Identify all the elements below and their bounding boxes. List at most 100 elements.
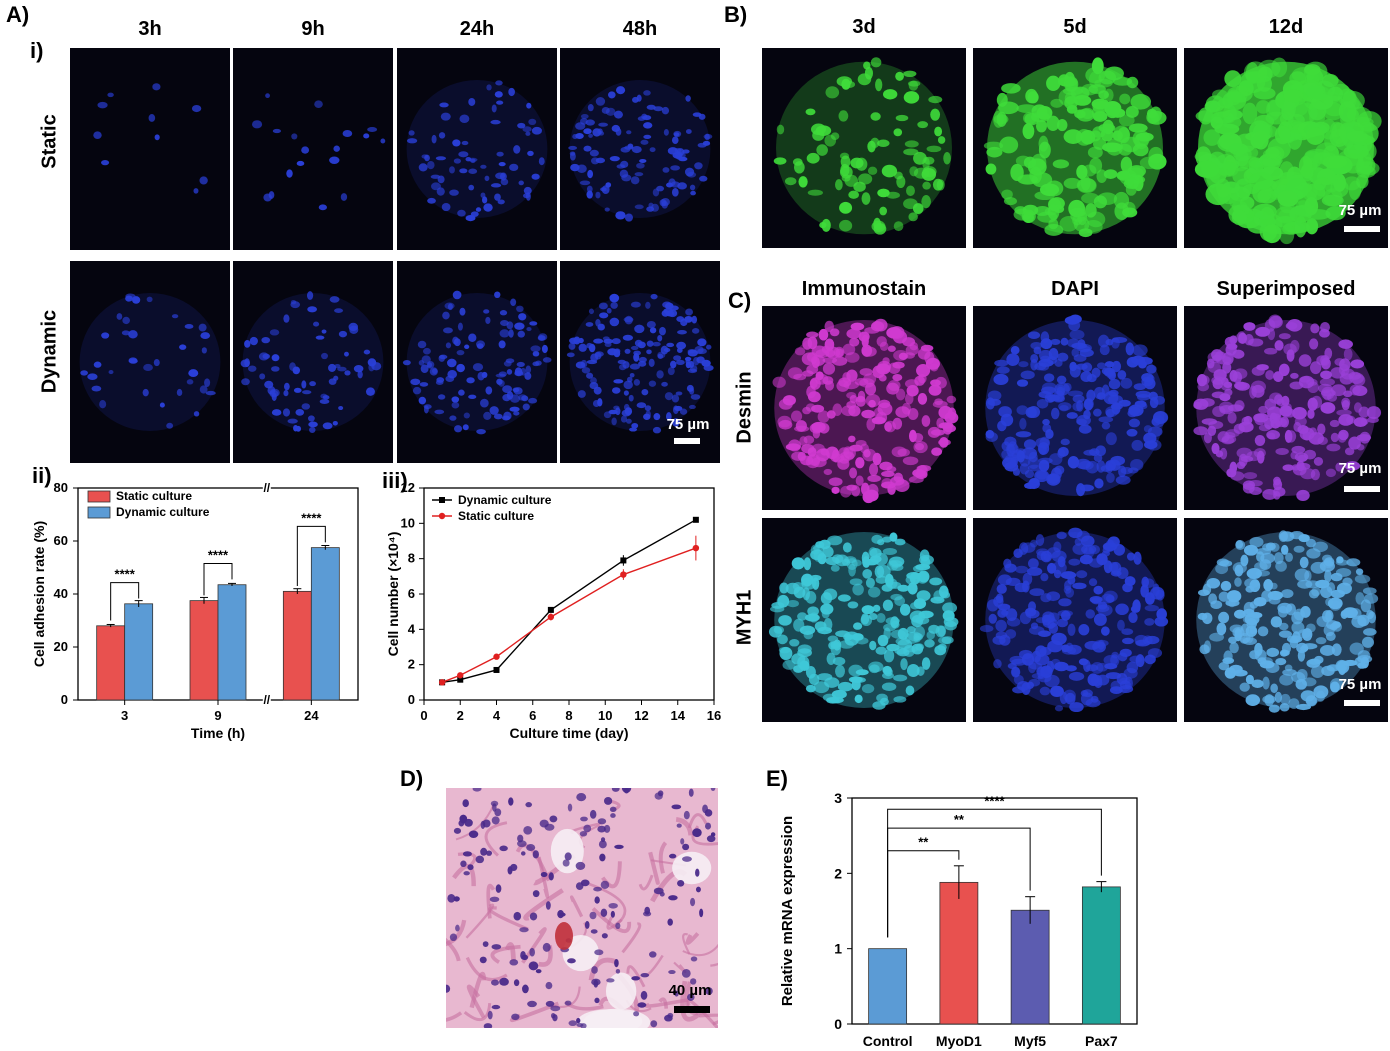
b-image-1	[762, 48, 966, 248]
a-image-r1-c1	[70, 48, 230, 250]
a2-xtick-label: 3	[121, 708, 128, 723]
a-image-r1-c4	[560, 48, 720, 250]
a2-significance-bracket	[110, 582, 140, 621]
panel-label-a-iii: iii)	[382, 468, 408, 493]
a2-legend-label: Dynamic culture	[116, 505, 210, 519]
a2-ylabel: Cell adhesion rate (%)	[31, 521, 47, 667]
a3-point	[547, 606, 554, 613]
e-bar	[1010, 909, 1050, 1025]
a-col-header-1: 3h	[138, 18, 162, 40]
c-image-r2-c2	[973, 518, 1177, 722]
a3-ytick-label: 4	[408, 621, 416, 636]
d-scalebar-label: 40 µm	[668, 982, 712, 999]
a-row-label-dynamic: Dynamic	[38, 309, 61, 394]
a-col-header-3: 24h	[459, 18, 495, 40]
panel-label-d: D)	[400, 766, 424, 791]
a-col-header-2: 9h	[301, 18, 325, 40]
b-col-header-3: 12d	[1268, 16, 1304, 38]
a2-ytick-label: 40	[54, 586, 68, 601]
a2-xtick-label: 9	[214, 708, 221, 723]
a3-ytick-label: 12	[401, 480, 415, 495]
b-scalebar-label: 75 µm	[1338, 202, 1382, 219]
a3-point	[493, 653, 500, 660]
a3-ytick-label: 10	[401, 515, 415, 530]
a3-point	[620, 571, 627, 578]
a3-point	[620, 557, 627, 564]
a3-point	[457, 676, 464, 683]
b-image-2	[973, 48, 1177, 248]
chart-cell-adhesion: 0 20 40 60 80 // // **** 3 **** 9 **** 24 Time (h) Cel…	[31, 480, 359, 741]
a2-significance-bracket	[203, 563, 233, 596]
e-bar	[939, 881, 979, 1025]
c-col-header-3: Superimposed	[1216, 278, 1356, 300]
b-scalebar	[1344, 226, 1380, 232]
a2-legend-swatch	[87, 506, 111, 519]
a2-ytick-label: 0	[61, 692, 68, 707]
a3-xtick-label: 14	[671, 708, 686, 723]
e-significance-label: **	[918, 835, 929, 850]
a2-bar	[189, 600, 219, 701]
a2-break-top	[262, 484, 271, 492]
a3-ytick-label: 8	[408, 551, 415, 566]
c-scalebar-label-1: 75 µm	[1338, 460, 1382, 477]
e-xtick-label: Pax7	[1085, 1033, 1118, 1049]
a2-bar	[282, 590, 312, 701]
a3-xtick-label: 2	[457, 708, 464, 723]
a2-legend-label: Static culture	[116, 489, 192, 503]
a2-ytick-label: 60	[54, 533, 68, 548]
e-significance-bracket	[887, 808, 1102, 938]
a2-ytick-label: 80	[54, 480, 68, 495]
c-image-r1-c1	[762, 306, 966, 510]
b-col-header-1: 3d	[852, 16, 876, 38]
a2-bar	[217, 584, 247, 701]
c-image-r2-c3	[1184, 518, 1388, 722]
a3-legend-marker	[439, 497, 445, 503]
a-scalebar-label: 75 µm	[666, 416, 710, 433]
a2-xlabel: Time (h)	[191, 725, 245, 741]
a3-point	[457, 672, 464, 679]
e-bar	[1081, 886, 1121, 1025]
a3-legend-label: Static culture	[458, 509, 534, 523]
a-col-header-4: 48h	[622, 18, 658, 40]
a3-xtick-label: 6	[529, 708, 536, 723]
panel-label-a: A)	[6, 2, 30, 27]
panel-label-c: C)	[728, 288, 752, 313]
c-row-label-myh1: MYH1	[733, 589, 756, 646]
a2-significance-label: ****	[115, 567, 136, 582]
a2-bar	[124, 603, 154, 701]
a-scalebar	[674, 438, 700, 444]
chart-cell-number: 0 2 4 6 8 10 12 0 2 4 6 8 10 12 14 16 Dynamic culture Sta…	[385, 480, 721, 741]
a-image-r2-c2	[233, 261, 393, 463]
a2-legend-swatch	[87, 490, 111, 503]
e-ytick-label: 3	[834, 790, 842, 806]
a-image-r1-c2	[233, 48, 393, 250]
e-ytick-label: 1	[834, 941, 842, 957]
a3-xtick-label: 12	[634, 708, 648, 723]
panel-label-b: B)	[724, 2, 748, 27]
a3-xtick-label: 16	[707, 708, 721, 723]
e-bar	[868, 948, 908, 1025]
a3-series-line	[441, 547, 697, 683]
a3-legend-marker	[438, 512, 446, 520]
e-xtick-label: Control	[863, 1033, 913, 1049]
panel-label-e: E)	[766, 766, 788, 791]
a3-xtick-label: 0	[420, 708, 427, 723]
a2-bar	[310, 547, 340, 701]
a3-xtick-label: 8	[565, 708, 572, 723]
a3-ytick-label: 6	[408, 586, 415, 601]
a-image-r2-c4	[560, 261, 720, 463]
a2-xtick-label: 24	[304, 708, 319, 723]
c-col-header-2: DAPI	[1051, 278, 1099, 300]
a3-point	[692, 544, 700, 552]
a2-significance-label: ****	[301, 510, 322, 525]
a3-ytick-label: 0	[408, 692, 415, 707]
e-xtick-label: Myf5	[1014, 1033, 1046, 1049]
c-image-r1-c2	[973, 306, 1177, 510]
e-ylabel: Relative mRNA expression	[779, 816, 796, 1006]
panel-label-a-i: i)	[30, 38, 44, 63]
e-xtick-label: MyoD1	[936, 1033, 982, 1049]
a3-legend-label: Dynamic culture	[458, 493, 552, 507]
a3-xtick-label: 10	[598, 708, 612, 723]
c-scalebar-2	[1344, 700, 1380, 706]
c-scalebar-1	[1344, 486, 1380, 492]
